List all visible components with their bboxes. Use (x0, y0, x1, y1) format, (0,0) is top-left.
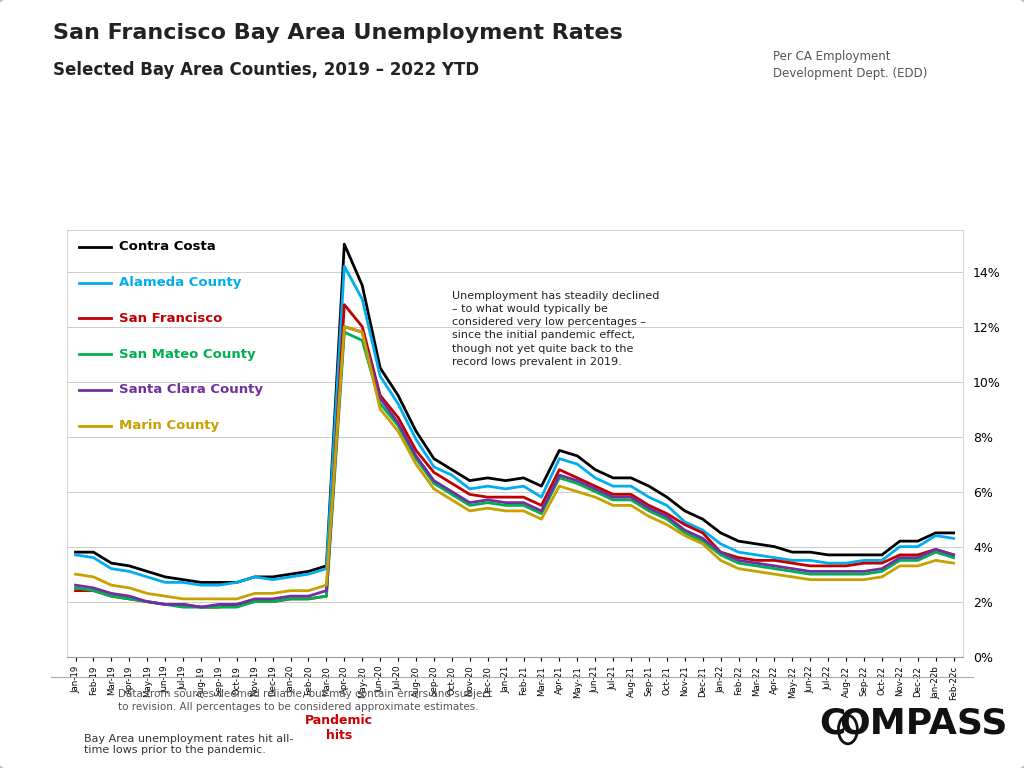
Text: Data from sources deemed reliable, but may contain errors and subject
to revisio: Data from sources deemed reliable, but m… (118, 689, 492, 712)
Text: Bay Area unemployment rates hit all-
time lows prior to the pandemic.: Bay Area unemployment rates hit all- tim… (85, 733, 294, 755)
Text: Santa Clara County: Santa Clara County (119, 383, 262, 396)
Text: Pandemic
hits: Pandemic hits (305, 714, 373, 743)
Text: Contra Costa: Contra Costa (119, 240, 215, 253)
Text: Unemployment has steadily declined
– to what would typically be
considered very : Unemployment has steadily declined – to … (452, 291, 659, 367)
Text: Selected Bay Area Counties, 2019 – 2022 YTD: Selected Bay Area Counties, 2019 – 2022 … (53, 61, 479, 79)
Text: Per CA Employment
Development Dept. (EDD): Per CA Employment Development Dept. (EDD… (773, 50, 928, 80)
Text: San Francisco: San Francisco (119, 312, 222, 325)
Text: Alameda County: Alameda County (119, 276, 241, 289)
Text: San Francisco Bay Area Unemployment Rates: San Francisco Bay Area Unemployment Rate… (53, 23, 623, 43)
Text: Marin County: Marin County (119, 419, 219, 432)
Text: C: C (819, 707, 846, 740)
Text: OMPASS: OMPASS (840, 707, 1009, 740)
Text: San Mateo County: San Mateo County (119, 348, 255, 361)
